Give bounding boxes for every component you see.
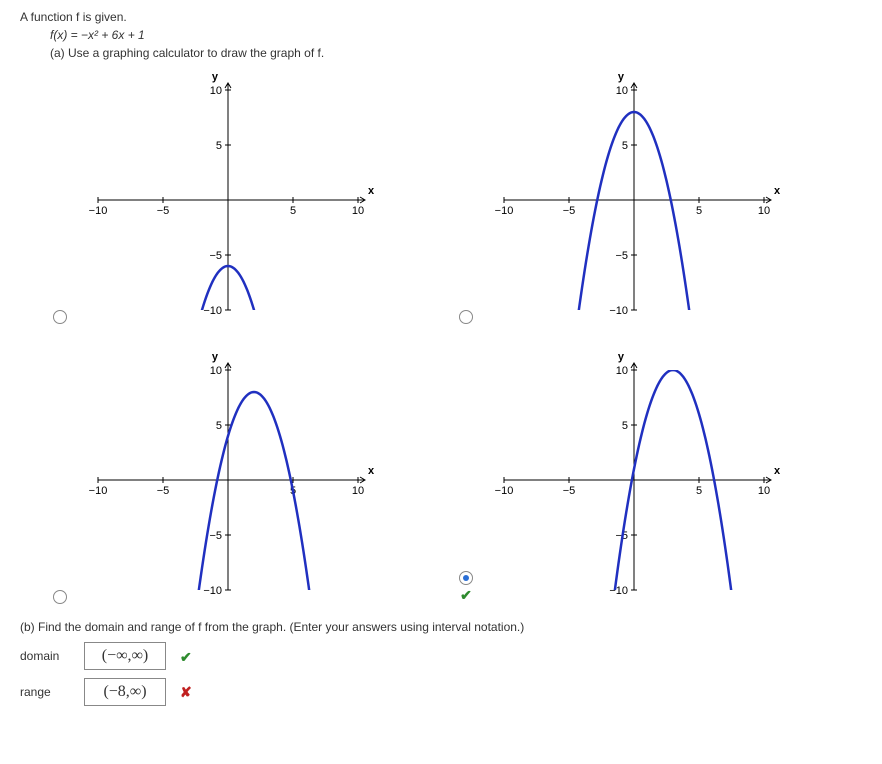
svg-text:−10: −10 [495, 205, 514, 217]
graph-radio[interactable] [53, 590, 67, 604]
part-a-text: (a) Use a graphing calculator to draw th… [50, 46, 862, 60]
domain-input[interactable]: (−∞,∞) [84, 642, 166, 670]
svg-text:5: 5 [696, 205, 702, 217]
svg-text:x: x [368, 185, 375, 197]
graph-radio[interactable] [459, 571, 473, 585]
graph-plot: −10 −5 5 10 −10 −5 5 10 x y [484, 70, 784, 330]
svg-text:−5: −5 [563, 485, 576, 497]
svg-text:10: 10 [210, 365, 222, 377]
graph-option: −10 −5 5 10 −10 −5 5 10 x y [50, 70, 456, 330]
problem-intro: A function f is given. [20, 10, 862, 24]
cross-icon: ✘ [180, 684, 192, 701]
svg-text:−10: −10 [89, 485, 108, 497]
svg-text:5: 5 [290, 205, 296, 217]
svg-text:10: 10 [352, 485, 364, 497]
svg-text:y: y [212, 71, 219, 83]
svg-text:x: x [774, 465, 781, 477]
svg-text:−5: −5 [209, 530, 222, 542]
svg-text:10: 10 [758, 205, 770, 217]
domain-label: domain [20, 649, 70, 663]
domain-row: domain (−∞,∞) ✔ [20, 642, 862, 670]
graph-options-grid: −10 −5 5 10 −10 −5 5 10 x y −10 −5 5 10 −10 −5 5 10 x y −1… [50, 70, 862, 610]
svg-text:−10: −10 [203, 305, 222, 317]
graph-radio[interactable] [459, 310, 473, 324]
svg-text:−10: −10 [609, 305, 628, 317]
svg-text:−10: −10 [495, 485, 514, 497]
svg-text:10: 10 [616, 365, 628, 377]
svg-text:−5: −5 [157, 485, 170, 497]
svg-text:x: x [774, 185, 781, 197]
svg-text:5: 5 [696, 485, 702, 497]
range-label: range [20, 685, 70, 699]
graph-option: −10−5510−10−5510xy [50, 350, 456, 610]
svg-text:y: y [618, 71, 625, 83]
svg-text:−10: −10 [89, 205, 108, 217]
range-input[interactable]: (−8,∞) [84, 678, 166, 706]
check-icon: ✔ [180, 649, 192, 666]
svg-text:−10: −10 [609, 585, 628, 597]
svg-text:10: 10 [210, 85, 222, 97]
graph-plot: −10 −5 5 10 −10 −5 5 10 x y [78, 70, 378, 330]
svg-text:5: 5 [622, 420, 628, 432]
function-def: f(x) = −x² + 6x + 1 [50, 28, 862, 42]
svg-text:−10: −10 [203, 585, 222, 597]
graph-plot: −10−5510−10−5510xy [484, 350, 784, 610]
svg-text:10: 10 [758, 485, 770, 497]
svg-text:x: x [368, 465, 375, 477]
svg-text:y: y [618, 351, 625, 363]
part-b-text: (b) Find the domain and range of f from … [20, 620, 862, 634]
svg-text:−5: −5 [615, 250, 628, 262]
svg-text:5: 5 [622, 140, 628, 152]
svg-text:10: 10 [352, 205, 364, 217]
svg-text:−5: −5 [157, 205, 170, 217]
svg-text:5: 5 [216, 420, 222, 432]
range-row: range (−8,∞) ✘ [20, 678, 862, 706]
graph-radio[interactable] [53, 310, 67, 324]
check-icon: ✔ [460, 587, 472, 604]
svg-text:5: 5 [216, 140, 222, 152]
svg-text:10: 10 [616, 85, 628, 97]
graph-option: −10 −5 5 10 −10 −5 5 10 x y [456, 70, 862, 330]
svg-text:−5: −5 [563, 205, 576, 217]
svg-text:y: y [212, 351, 219, 363]
graph-plot: −10−5510−10−5510xy [78, 350, 378, 610]
graph-option: ✔ −10−5510−10−5510xy [456, 350, 862, 610]
svg-text:−5: −5 [209, 250, 222, 262]
intro-text: A function f is given. [20, 10, 127, 24]
